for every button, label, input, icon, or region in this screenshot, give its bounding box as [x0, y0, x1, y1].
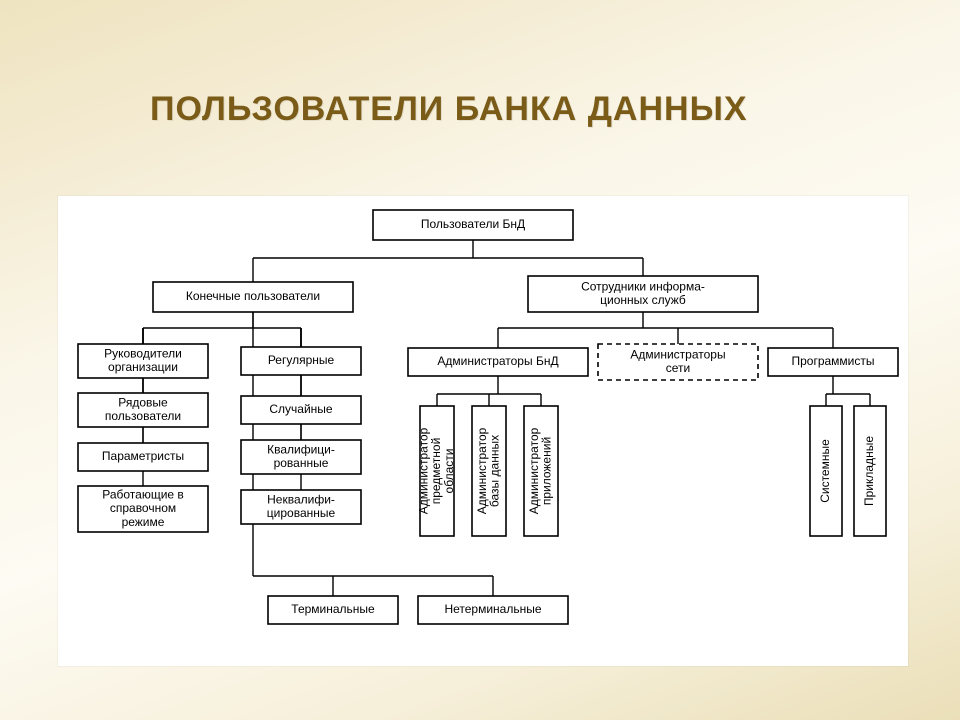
svg-text:приложений: приложений: [539, 437, 553, 505]
svg-text:области: области: [442, 449, 456, 494]
node-label-root: Пользователи БнД: [421, 217, 525, 231]
node-label-admins_net-1: сети: [666, 361, 690, 375]
node-label-eu_ref-2: режиме: [122, 515, 165, 529]
svg-text:базы данных: базы данных: [487, 435, 501, 507]
node-label-eu_unqual-0: Неквалифи-: [267, 492, 335, 506]
node-label-eu_leaders-0: Руководители: [104, 346, 182, 360]
slide-title: ПОЛЬЗОВАТЕЛИ БАНКА ДАННЫХ: [150, 90, 748, 129]
node-label-app_prog: Прикладные: [862, 436, 876, 506]
node-label-programmers: Программисты: [791, 354, 874, 368]
node-label-eu_qual-0: Квалифици-: [267, 442, 335, 456]
node-label-it_staff-0: Сотрудники информа-: [581, 279, 705, 293]
node-label-admins_bnd: Администраторы БнД: [437, 354, 558, 368]
node-label-admins_net-0: Администраторы: [630, 347, 725, 361]
node-label-it_staff-1: ционных служб: [600, 293, 686, 307]
node-label-eu_rank-0: Рядовые: [118, 395, 168, 409]
diagram-panel: Пользователи БнД Конечные пользователи Сот…: [58, 196, 908, 666]
node-label-eu_ref-1: справочном: [110, 501, 176, 515]
node-label-eu_unqual-1: цированные: [267, 506, 336, 520]
slide: ПОЛЬЗОВАТЕЛИ БАНКА ДАННЫХ Пользователи Б…: [0, 0, 960, 720]
node-label-adm_db: Администраторбазы данных: [475, 427, 502, 514]
node-label-eu_random: Случайные: [269, 402, 333, 416]
node-label-eu_param: Параметристы: [102, 449, 184, 463]
org-tree-diagram: Пользователи БнД Конечные пользователи Сот…: [58, 196, 908, 666]
svg-text:Прикладные: Прикладные: [862, 436, 876, 506]
node-label-adm_app: Администраторприложений: [527, 427, 554, 514]
node-label-sys_prog: Системные: [818, 439, 832, 503]
node-label-eu_ref-0: Работающие в: [102, 487, 184, 501]
node-label-eu_rank-1: пользователи: [105, 409, 181, 423]
node-label-terminal: Терминальные: [291, 602, 375, 616]
node-label-eu_qual-1: рованные: [274, 456, 329, 470]
node-label-nonterm: Нетерминальные: [444, 602, 541, 616]
node-label-end_users: Конечные пользователи: [186, 289, 320, 303]
node-label-eu_leaders-1: организации: [108, 360, 178, 374]
svg-text:Системные: Системные: [818, 439, 832, 503]
node-label-eu_regular: Регулярные: [268, 353, 335, 367]
